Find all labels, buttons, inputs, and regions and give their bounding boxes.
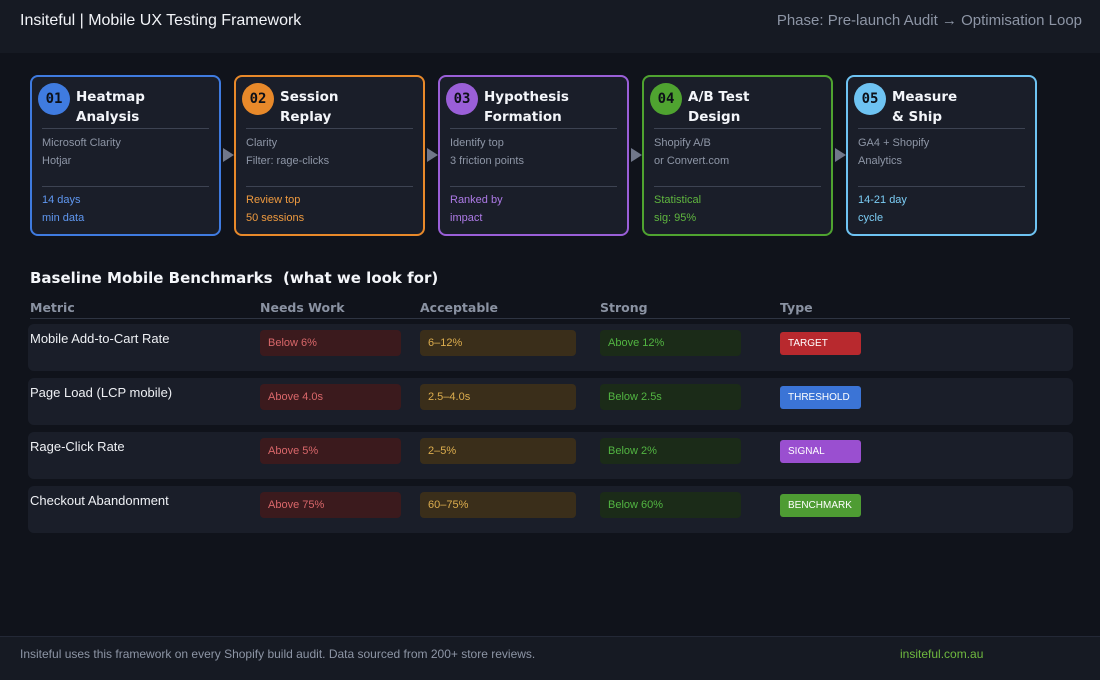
column-header-strong: Strong <box>600 300 648 315</box>
divider <box>858 186 1025 187</box>
divider <box>42 128 209 129</box>
step-meta: Statistical sig: 95% <box>654 194 702 224</box>
divider <box>654 186 821 187</box>
step-card-heatmap: 01 Heatmap Analysis Microsoft Clarity Ho… <box>30 75 221 236</box>
step-tools: Microsoft Clarity Hotjar <box>42 137 121 167</box>
benchmarks-title: Baseline Mobile Benchmarks (what we look… <box>30 269 439 287</box>
step-number-badge: 01 <box>38 83 70 115</box>
strong-value: Below 60% <box>600 492 741 518</box>
step-number-badge: 03 <box>446 83 478 115</box>
column-header-acceptable: Acceptable <box>420 300 499 315</box>
step-number-badge: 05 <box>854 83 886 115</box>
arrow-right-icon <box>835 148 846 162</box>
strong-value: Below 2.5s <box>600 384 741 410</box>
divider <box>654 128 821 129</box>
step-meta: Review top 50 sessions <box>246 194 305 224</box>
needs-work-value: Above 4.0s <box>260 384 401 410</box>
footer-note: Insiteful uses this framework on every S… <box>20 647 536 661</box>
step-heading: A/B Test Design <box>688 89 750 125</box>
column-header-type: Type <box>780 300 813 315</box>
column-header-needs-work: Needs Work <box>260 300 345 315</box>
step-card-ab-test: 04 A/B Test Design Shopify A/B or Conver… <box>642 75 833 236</box>
strong-value: Above 12% <box>600 330 741 356</box>
phase-label: Phase: Pre-launch Audit → Optimisation L… <box>776 12 1082 29</box>
needs-work-value: Below 6% <box>260 330 401 356</box>
needs-work-value: Above 5% <box>260 438 401 464</box>
acceptable-value: 6–12% <box>420 330 576 356</box>
step-heading: Session Replay <box>280 89 339 125</box>
divider <box>450 186 617 187</box>
process-steps: 01 Heatmap Analysis Microsoft Clarity Ho… <box>30 75 1040 237</box>
arrow-right-icon <box>427 148 438 162</box>
type-badge: THRESHOLD <box>780 386 861 409</box>
step-card-hypothesis: 03 Hypothesis Formation Identify top 3 f… <box>438 75 629 236</box>
metric-name: Mobile Add-to-Cart Rate <box>30 331 170 346</box>
divider <box>246 186 413 187</box>
type-badge: TARGET <box>780 332 861 355</box>
type-badge: BENCHMARK <box>780 494 861 517</box>
table-row: Page Load (LCP mobile) Above 4.0s 2.5–4.… <box>28 378 1073 425</box>
step-tools: Clarity Filter: rage-clicks <box>246 137 330 167</box>
table-row: Checkout Abandonment Above 75% 60–75% Be… <box>28 486 1073 533</box>
acceptable-value: 2.5–4.0s <box>420 384 576 410</box>
site-link[interactable]: insiteful.com.au <box>900 647 984 661</box>
step-tools: Shopify A/B or Convert.com <box>654 137 730 167</box>
metric-name: Page Load (LCP mobile) <box>30 385 173 400</box>
type-badge: SIGNAL <box>780 440 861 463</box>
divider <box>246 128 413 129</box>
metric-name: Rage-Click Rate <box>30 439 125 454</box>
divider <box>450 128 617 129</box>
step-meta: 14-21 day cycle <box>858 194 907 224</box>
table-row: Rage-Click Rate Above 5% 2–5% Below 2% S… <box>28 432 1073 479</box>
divider <box>42 186 209 187</box>
metric-name: Checkout Abandonment <box>30 493 169 508</box>
table-row: Mobile Add-to-Cart Rate Below 6% 6–12% A… <box>28 324 1073 371</box>
acceptable-value: 2–5% <box>420 438 576 464</box>
arrow-right-icon <box>223 148 234 162</box>
step-meta: Ranked by impact <box>450 194 503 224</box>
strong-value: Below 2% <box>600 438 741 464</box>
divider <box>858 128 1025 129</box>
header-divider <box>30 318 1070 319</box>
step-heading: Measure & Ship <box>892 89 958 125</box>
step-meta: 14 days min data <box>42 194 85 224</box>
footer: Insiteful uses this framework on every S… <box>0 636 1100 680</box>
step-card-session-replay: 02 Session Replay Clarity Filter: rage-c… <box>234 75 425 236</box>
top-bar: Insiteful | Mobile UX Testing Framework … <box>0 0 1100 53</box>
page-title: Insiteful | Mobile UX Testing Framework <box>20 12 302 29</box>
step-card-measure-ship: 05 Measure & Ship GA4 + Shopify Analytic… <box>846 75 1037 236</box>
needs-work-value: Above 75% <box>260 492 401 518</box>
step-number-badge: 04 <box>650 83 682 115</box>
step-tools: GA4 + Shopify Analytics <box>858 137 930 167</box>
step-heading: Hypothesis Formation <box>484 89 569 125</box>
step-tools: Identify top 3 friction points <box>450 137 524 167</box>
step-heading: Heatmap Analysis <box>76 89 145 125</box>
column-header-metric: Metric <box>30 300 75 315</box>
arrow-right-icon <box>631 148 642 162</box>
step-number-badge: 02 <box>242 83 274 115</box>
acceptable-value: 60–75% <box>420 492 576 518</box>
